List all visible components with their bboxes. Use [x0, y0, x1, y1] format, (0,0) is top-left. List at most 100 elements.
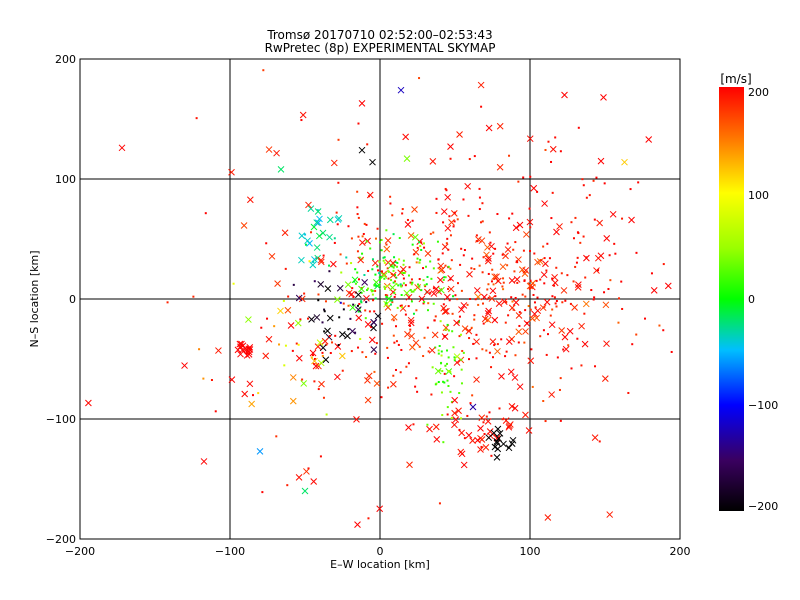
data-point-dot [358, 256, 361, 259]
data-point-dot [339, 253, 342, 256]
data-point-dot [566, 274, 569, 277]
data-point-dot [396, 261, 399, 264]
data-point-x [542, 260, 549, 268]
x-tick-label: −200 [65, 545, 95, 558]
data-point-dot [402, 282, 405, 285]
data-point-dot [501, 285, 504, 288]
data-point-dot [376, 227, 379, 230]
data-point-dot [418, 278, 421, 281]
data-point-x [499, 263, 507, 271]
data-point-dot [449, 278, 452, 281]
data-point-x [268, 252, 276, 260]
data-point-x [315, 232, 323, 240]
data-point-dot [365, 301, 368, 304]
data-point-dot [635, 251, 638, 254]
data-point-dot [447, 265, 450, 268]
data-point-dot [445, 242, 448, 245]
data-point-dot [475, 357, 478, 360]
data-point-dot [437, 258, 440, 261]
data-point-x [527, 357, 535, 365]
data-point-x [287, 322, 295, 329]
data-point-dot [286, 484, 289, 487]
data-point-dot [458, 392, 461, 395]
data-point-dot [468, 329, 471, 332]
data-point-x [370, 318, 377, 326]
data-point-dot [291, 349, 294, 352]
data-point-x [448, 218, 455, 226]
data-point-dot [437, 352, 440, 355]
data-point-dot [380, 249, 383, 252]
data-point-x [453, 319, 460, 327]
data-point-dot [374, 297, 377, 300]
data-point-x [496, 163, 504, 171]
data-point-dot [443, 335, 446, 338]
data-point-dot [422, 279, 425, 282]
data-point-dot [449, 370, 452, 373]
data-point-dot [297, 343, 300, 346]
data-point-x [326, 233, 333, 241]
data-point-dot [437, 349, 440, 352]
data-point-dot [444, 276, 447, 279]
data-point-dot [338, 316, 341, 319]
data-point-dot [534, 306, 537, 309]
data-point-dot [498, 407, 501, 410]
data-point-dot [584, 276, 587, 279]
data-point-dot [363, 274, 366, 277]
data-point-dot [420, 248, 423, 251]
data-point-dot [374, 352, 377, 355]
data-point-dot [466, 414, 469, 417]
data-point-x [245, 316, 252, 323]
data-point-x [324, 285, 332, 292]
data-point-dot [620, 280, 623, 283]
data-point-dot [404, 313, 407, 316]
y-tick-label: −200 [46, 533, 76, 546]
data-point-dot [323, 308, 326, 311]
data-point-dot [522, 176, 525, 179]
data-point-dot [385, 243, 388, 246]
data-point-x [371, 259, 379, 267]
data-point-dot [446, 237, 449, 240]
data-point-x [355, 314, 363, 322]
data-point-dot [490, 280, 493, 283]
data-point-dot [532, 293, 535, 296]
data-point-dot [413, 253, 416, 256]
data-point-dot [460, 382, 463, 385]
data-point-dot [492, 356, 495, 359]
data-point-dot [323, 310, 326, 313]
data-point-x [544, 514, 552, 521]
data-point-dot [337, 138, 340, 141]
data-point-dot [631, 343, 634, 346]
data-point-dot [325, 413, 328, 416]
data-point-x [380, 272, 388, 279]
data-point-x [85, 399, 92, 407]
data-point-dot [505, 350, 508, 353]
data-point-x [370, 346, 378, 353]
data-point-x [309, 349, 317, 357]
data-point-dot [385, 296, 388, 299]
data-point-dot [192, 295, 195, 298]
data-point-dot [514, 241, 517, 244]
data-point-x [522, 267, 530, 274]
data-point-dot [415, 309, 418, 312]
data-point-x [384, 237, 392, 244]
data-point-x [374, 312, 382, 320]
data-point-dot [447, 370, 450, 373]
data-point-dot [426, 309, 429, 312]
x-tick-labels: −200 −100 0 100 200 [65, 545, 691, 558]
data-point-dot [427, 302, 430, 305]
data-point-x [596, 219, 603, 227]
chart-title: Tromsø 20170710 02:52:00–02:53:43 [266, 28, 492, 42]
data-point-dot [356, 271, 359, 274]
data-point-dot [389, 299, 392, 302]
data-point-x [433, 436, 441, 443]
data-point-x [533, 314, 541, 322]
data-point-x [299, 111, 307, 119]
data-point-dot [441, 370, 444, 373]
data-point-dot [393, 256, 396, 259]
data-point-x [319, 344, 327, 352]
data-point-dot [423, 284, 426, 287]
data-point-dot [609, 279, 612, 282]
data-point-dot [390, 279, 393, 282]
data-point-x [526, 135, 534, 143]
data-point-dot [395, 340, 398, 343]
